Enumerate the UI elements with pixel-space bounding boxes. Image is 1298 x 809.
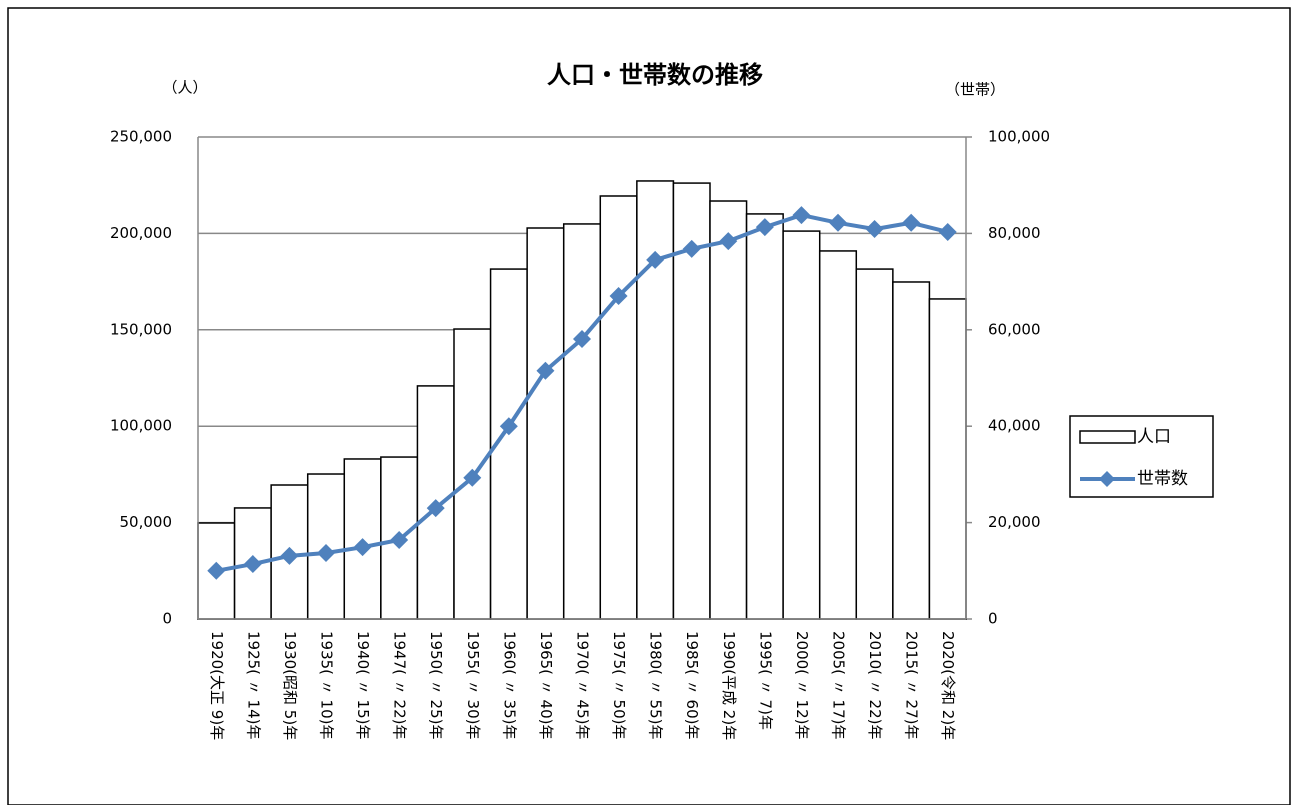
legend-box [1069,415,1214,498]
y-tick-label: 0 [162,610,172,628]
x-tick-label: 2015( 〃 27)年 [903,631,921,740]
marker [243,555,262,574]
marker [390,530,409,549]
bar [562,223,602,620]
y-tick-label: 200,000 [110,224,172,242]
legend-marker [1099,471,1115,487]
legend-swatch [1079,430,1136,444]
x-tick-label: 1985( 〃 60)年 [683,631,701,740]
x-tick-label: 2010( 〃 22)年 [866,631,884,740]
x-tick-label: 2005( 〃 17)年 [830,631,848,740]
marker [792,206,811,225]
x-tick-label: 1990(平成 2)年 [720,631,738,740]
y-tick-label: 250,000 [110,128,172,146]
legend-label: 人口 [1137,427,1171,447]
bar [892,281,931,620]
bar [782,230,821,620]
bar [855,268,894,620]
marker [609,287,628,306]
marker [317,543,335,562]
x-tick-label: 1935( 〃 10)年 [318,631,336,740]
marker [682,239,701,258]
marker [536,361,555,380]
y2-tick-label: 60,000 [988,320,1041,338]
x-tick-label: 1947( 〃 22)年 [391,631,409,740]
bar [636,180,675,620]
marker [938,222,957,241]
marker [280,546,299,565]
chart-title: 人口・世帯数の推移 [547,61,763,89]
x-tick-label: 1980( 〃 55)年 [647,631,665,740]
y2-tick-label: 40,000 [988,417,1041,435]
marker [646,250,665,269]
marker [353,538,372,557]
x-tick-label: 1995( 〃 7)年 [756,631,774,730]
marker [499,417,518,436]
y2-tick-label: 0 [988,610,998,628]
y-axis-label: （人） [162,79,207,97]
x-tick-label: 1930(昭和 5)年 [281,631,299,740]
x-tick-label: 1950( 〃 25)年 [427,631,445,740]
bar [928,298,967,620]
bar [818,250,858,620]
y-tick-label: 50,000 [120,513,173,531]
bar [709,200,748,620]
y2-tick-label: 80,000 [988,224,1041,242]
x-tick-label: 1965( 〃 40)年 [537,631,555,740]
marker [719,232,738,251]
x-tick-label: 1920(大正 9)年 [208,631,226,740]
x-tick-label: 1925( 〃 14)年 [244,631,262,740]
legend-label: 世帯数 [1137,469,1188,489]
y-tick-label: 150,000 [110,320,172,338]
bar [599,195,638,620]
marker [902,213,921,232]
y2-tick-label: 20,000 [988,513,1041,531]
x-tick-label: 2020(令和 2)年 [939,631,957,740]
marker [829,213,847,232]
marker [207,561,226,580]
x-tick-label: 1975( 〃 50)年 [610,631,628,740]
y2-axis-label: （世帯） [945,81,1005,99]
bar [526,227,565,620]
x-tick-label: 1940( 〃 15)年 [354,631,372,740]
y2-tick-label: 100,000 [988,128,1050,146]
x-tick-label: 1955( 〃 30)年 [464,631,482,740]
marker [755,218,774,237]
y-tick-label: 100,000 [110,417,172,435]
x-tick-label: 1970( 〃 45)年 [574,631,592,740]
x-tick-label: 1960( 〃 35)年 [500,631,518,740]
marker [573,329,591,348]
x-tick-label: 2000( 〃 12)年 [793,631,811,740]
bar [745,213,784,620]
marker [865,220,884,239]
marker [463,468,482,487]
marker [426,499,445,518]
